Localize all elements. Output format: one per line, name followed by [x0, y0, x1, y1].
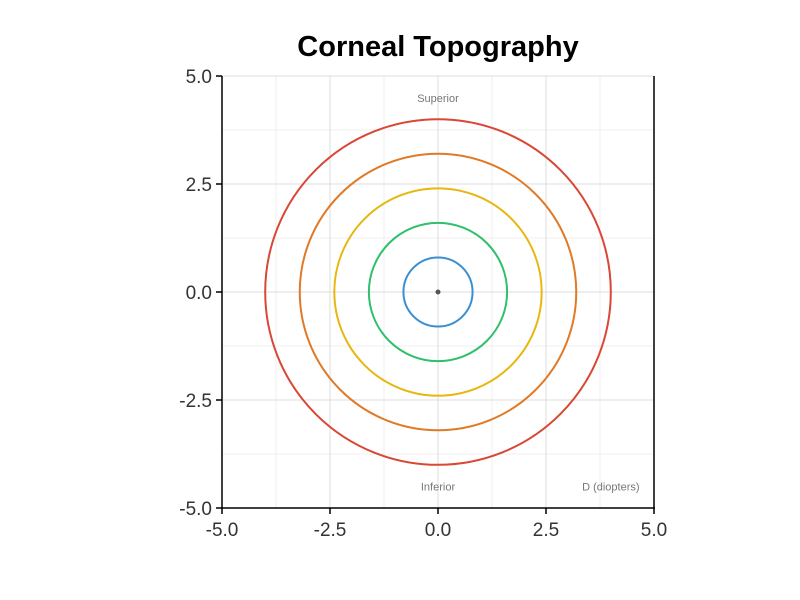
annotation-1: Superior — [417, 93, 459, 105]
contour-ring-2 — [367, 221, 509, 363]
y-tick-label: -5.0 — [179, 499, 212, 520]
center-point — [435, 289, 441, 295]
x-tick-label: 0.0 — [425, 520, 451, 541]
annotation-3: D (diopters) — [582, 482, 639, 494]
x-tick-label: 2.5 — [533, 520, 559, 541]
y-tick-label: 0.0 — [186, 283, 212, 304]
x-tick-label: -2.5 — [314, 520, 347, 541]
axes: -5.0 -2.5 0.0 2.5 5.0 5.0 2.5 0.0 -2.5 -5.0 — [179, 67, 667, 541]
contour-ring-4 — [298, 152, 578, 432]
chart-title: Corneal Topography — [297, 31, 578, 63]
x-tick-label: -5.0 — [206, 520, 239, 541]
contour-ring-1 — [402, 256, 474, 328]
y-tick-label: 5.0 — [186, 67, 212, 88]
contour-ring-5 — [264, 118, 612, 466]
y-tick-label: -2.5 — [179, 391, 212, 412]
y-tick-label: 2.5 — [186, 175, 212, 196]
annotation-2: Inferior — [421, 482, 456, 494]
contour-lines — [264, 118, 612, 466]
x-tick-label: 5.0 — [641, 520, 667, 541]
contour-ring-3 — [333, 187, 543, 397]
annotations: Superior Inferior D (diopters) — [417, 93, 639, 494]
